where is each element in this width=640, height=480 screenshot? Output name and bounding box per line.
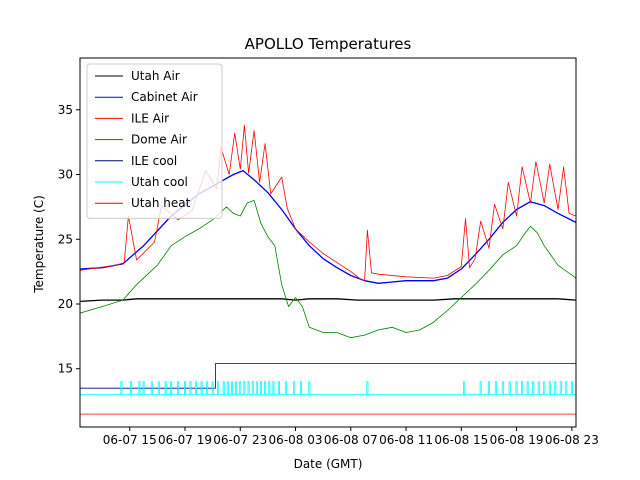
x-tick-label: 06-08 15	[434, 433, 488, 447]
x-axis-label: Date (GMT)	[294, 457, 363, 471]
legend-label-ile-air: ILE Air	[131, 111, 169, 125]
axes: 06-07 15 06-07 19 06-07 23 06-08 03 06-08 07…	[58, 57, 599, 447]
chart-title: APOLLO Temperatures	[245, 35, 412, 53]
x-tick-label: 06-08 23	[545, 433, 599, 447]
legend-label-dome-air: Dome Air	[131, 133, 187, 147]
legend-label-utah-heat: Utah heat	[131, 196, 191, 210]
series-line-utah-air	[80, 298, 576, 303]
legend-label-utah-air: Utah Air	[131, 69, 180, 83]
legend-label-ile-cool: ILE cool	[131, 154, 177, 168]
y-tick-label: 20	[58, 297, 73, 311]
x-tick-label: 06-07 19	[158, 433, 212, 447]
legend-box	[86, 63, 223, 219]
x-tick-label: 06-07 15	[103, 433, 157, 447]
x-tick-label: 06-08 19	[490, 433, 544, 447]
series-line-ile-cool	[80, 363, 576, 389]
series-line-utah-cool	[80, 381, 576, 396]
y-tick-label: 30	[58, 168, 73, 182]
legend-label-cabinet-air: Cabinet Air	[131, 90, 198, 104]
plot-frame	[79, 57, 577, 428]
x-tick-label: 06-08 07	[324, 433, 378, 447]
x-tick-label: 06-08 03	[269, 433, 323, 447]
y-tick-label: 35	[58, 103, 73, 117]
x-tick-label: 06-08 11	[379, 433, 433, 447]
x-tick-label: 06-07 23	[213, 433, 267, 447]
y-tick-label: 25	[58, 232, 73, 246]
y-tick-label: 15	[58, 362, 73, 376]
y-axis-label: Temperature (C)	[32, 195, 46, 294]
series-line-dome-air	[80, 200, 576, 339]
legend: Utah Air Cabinet Air ILE Air Dome Air ILE co…	[86, 63, 223, 219]
legend-label-utah-cool: Utah cool	[131, 175, 188, 189]
